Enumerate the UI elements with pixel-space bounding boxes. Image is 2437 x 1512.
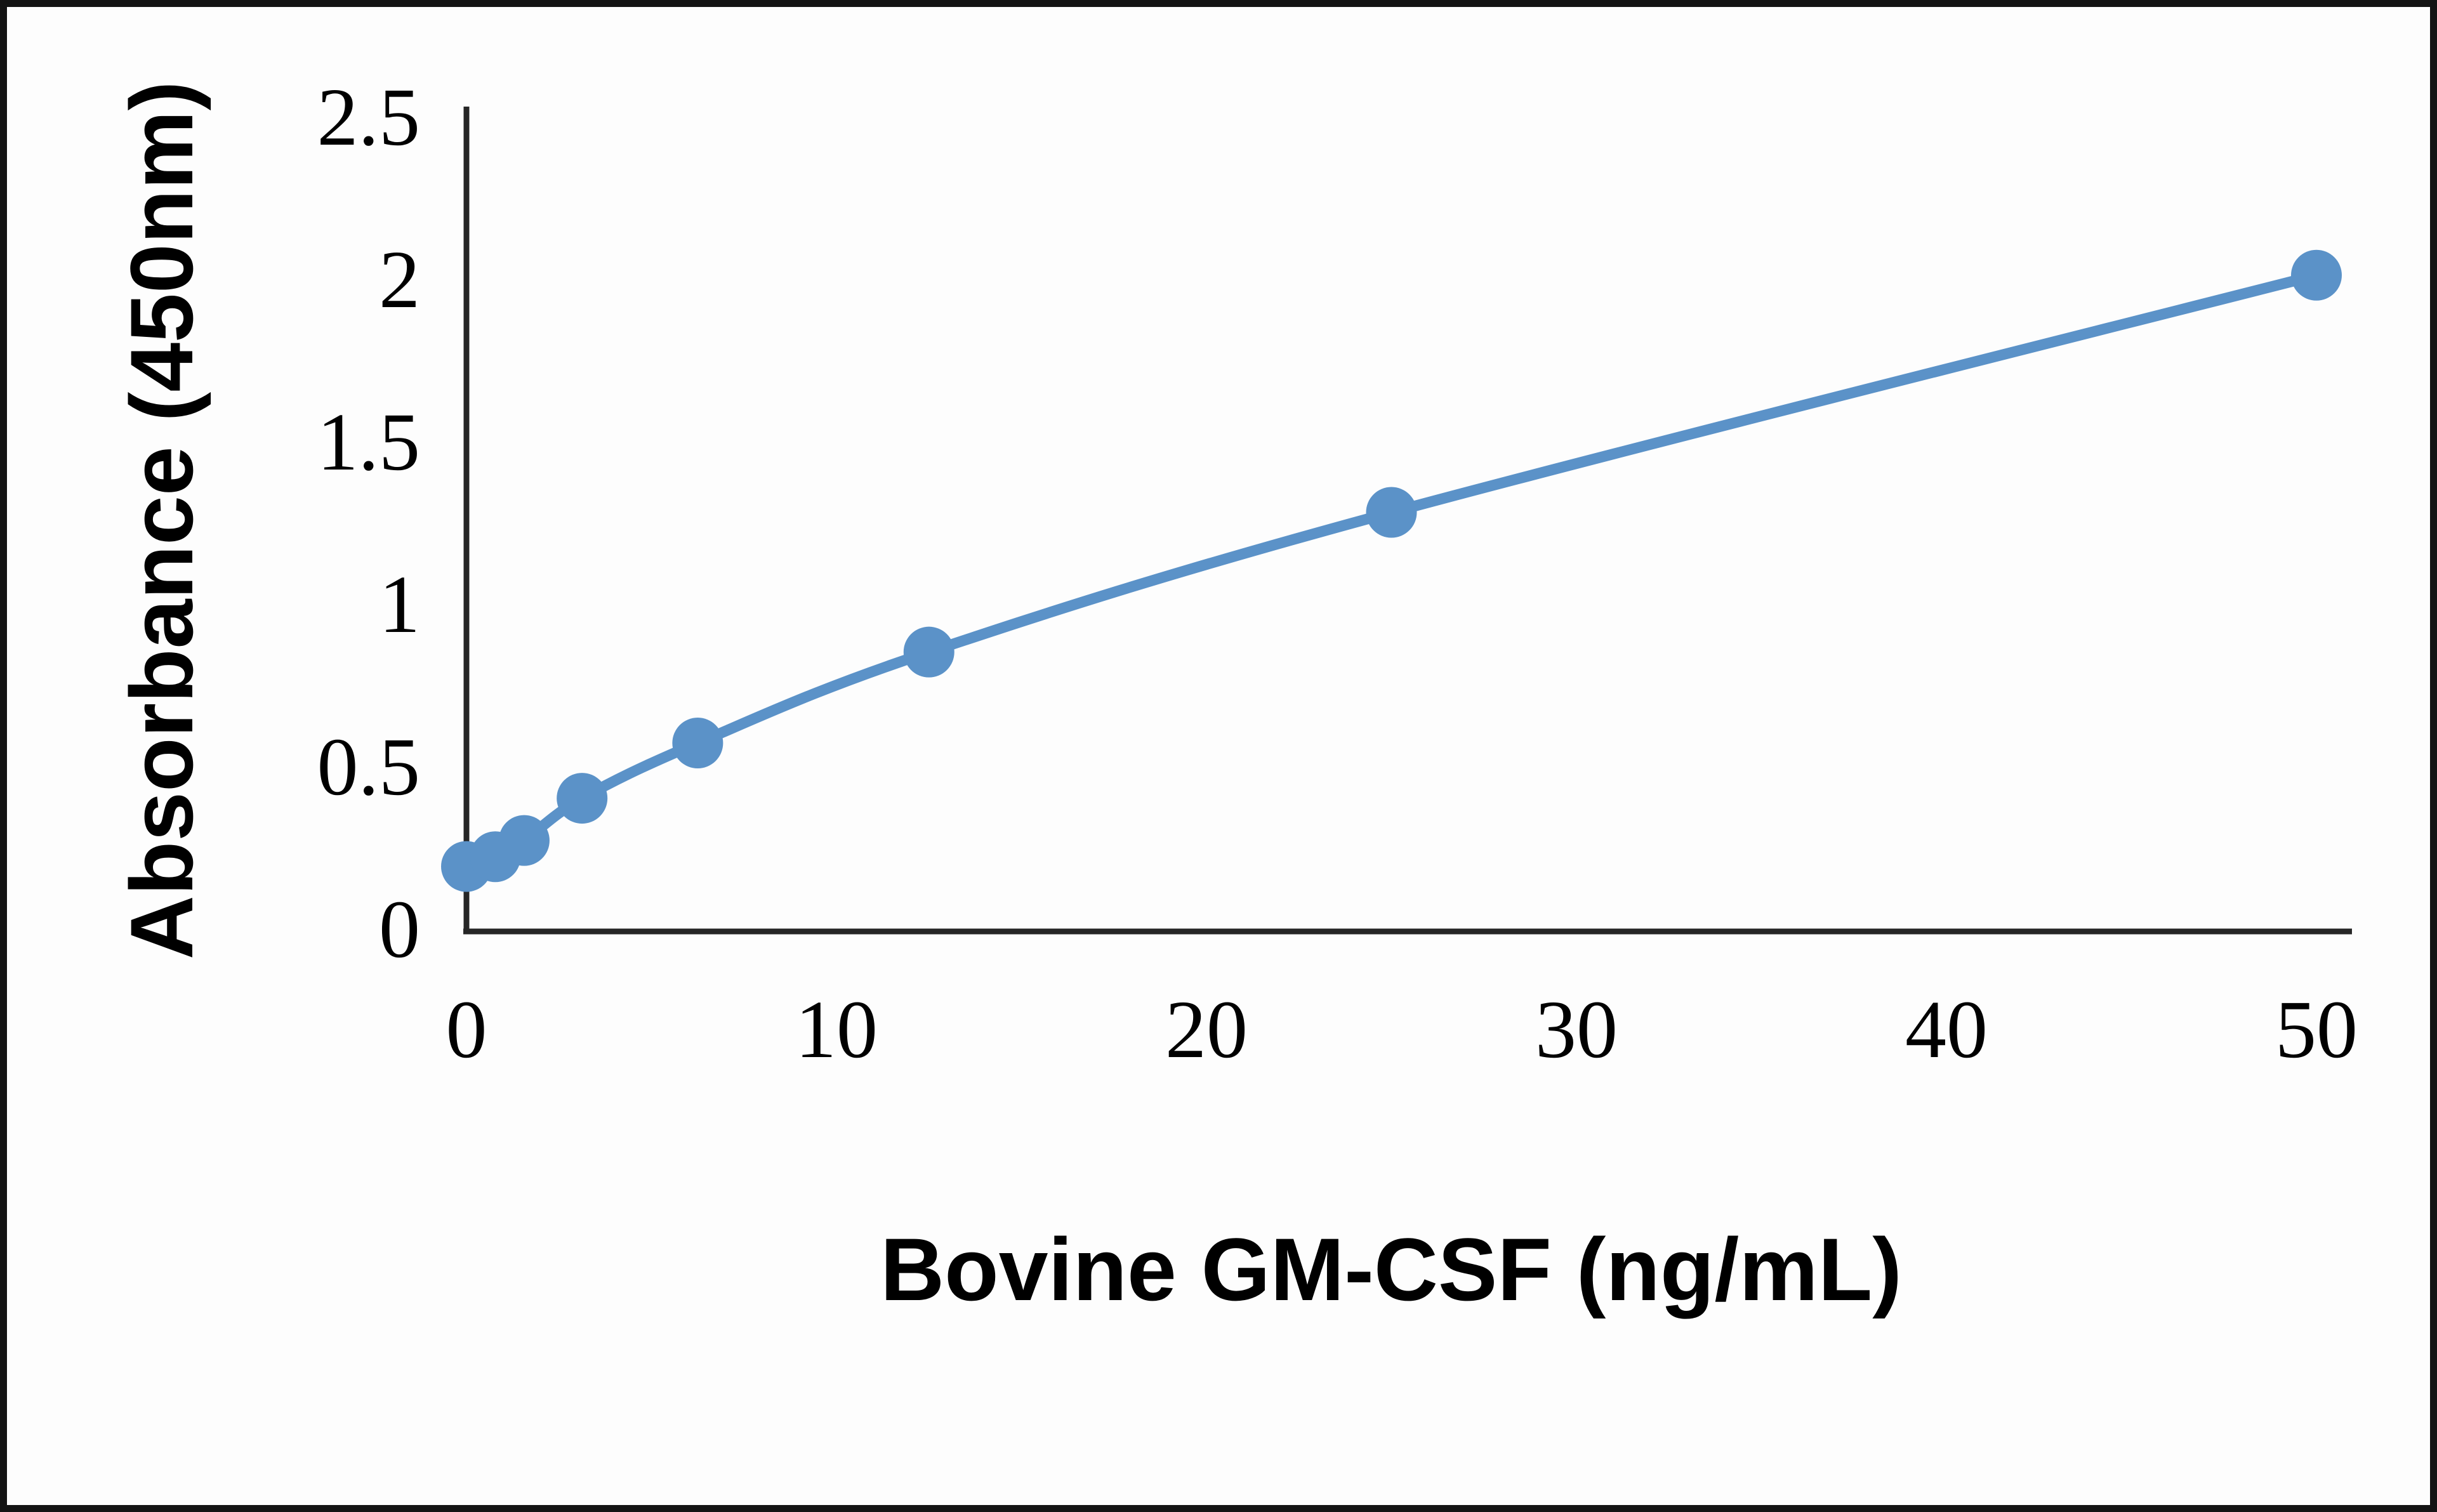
x-tick-label: 40: [1905, 984, 1988, 1075]
x-tick-label: 50: [2275, 984, 2358, 1075]
data-point-marker: [1366, 487, 1417, 538]
x-tick-label: 0: [446, 984, 487, 1075]
y-tick-label: 2: [379, 234, 420, 326]
x-tick-label: 10: [795, 984, 878, 1075]
y-tick-label: 2.5: [317, 72, 421, 164]
y-tick-label: 1: [379, 559, 420, 651]
data-point-marker: [903, 626, 954, 678]
data-point-marker: [498, 815, 550, 866]
y-tick-label: 0: [379, 884, 420, 976]
y-tick-label: 0.5: [317, 721, 421, 813]
y-axis-title: Absorbance (450nm): [112, 81, 211, 960]
x-tick-label: 20: [1165, 984, 1248, 1075]
data-point-marker: [557, 773, 608, 824]
data-point-marker: [2291, 249, 2342, 301]
data-point-marker: [672, 718, 723, 769]
x-tick-label: 30: [1535, 984, 1618, 1075]
y-tick-label: 1.5: [317, 397, 421, 489]
x-axis-title: Bovine GM-CSF (ng/mL): [880, 1219, 1902, 1319]
series-line: [461, 270, 2322, 872]
